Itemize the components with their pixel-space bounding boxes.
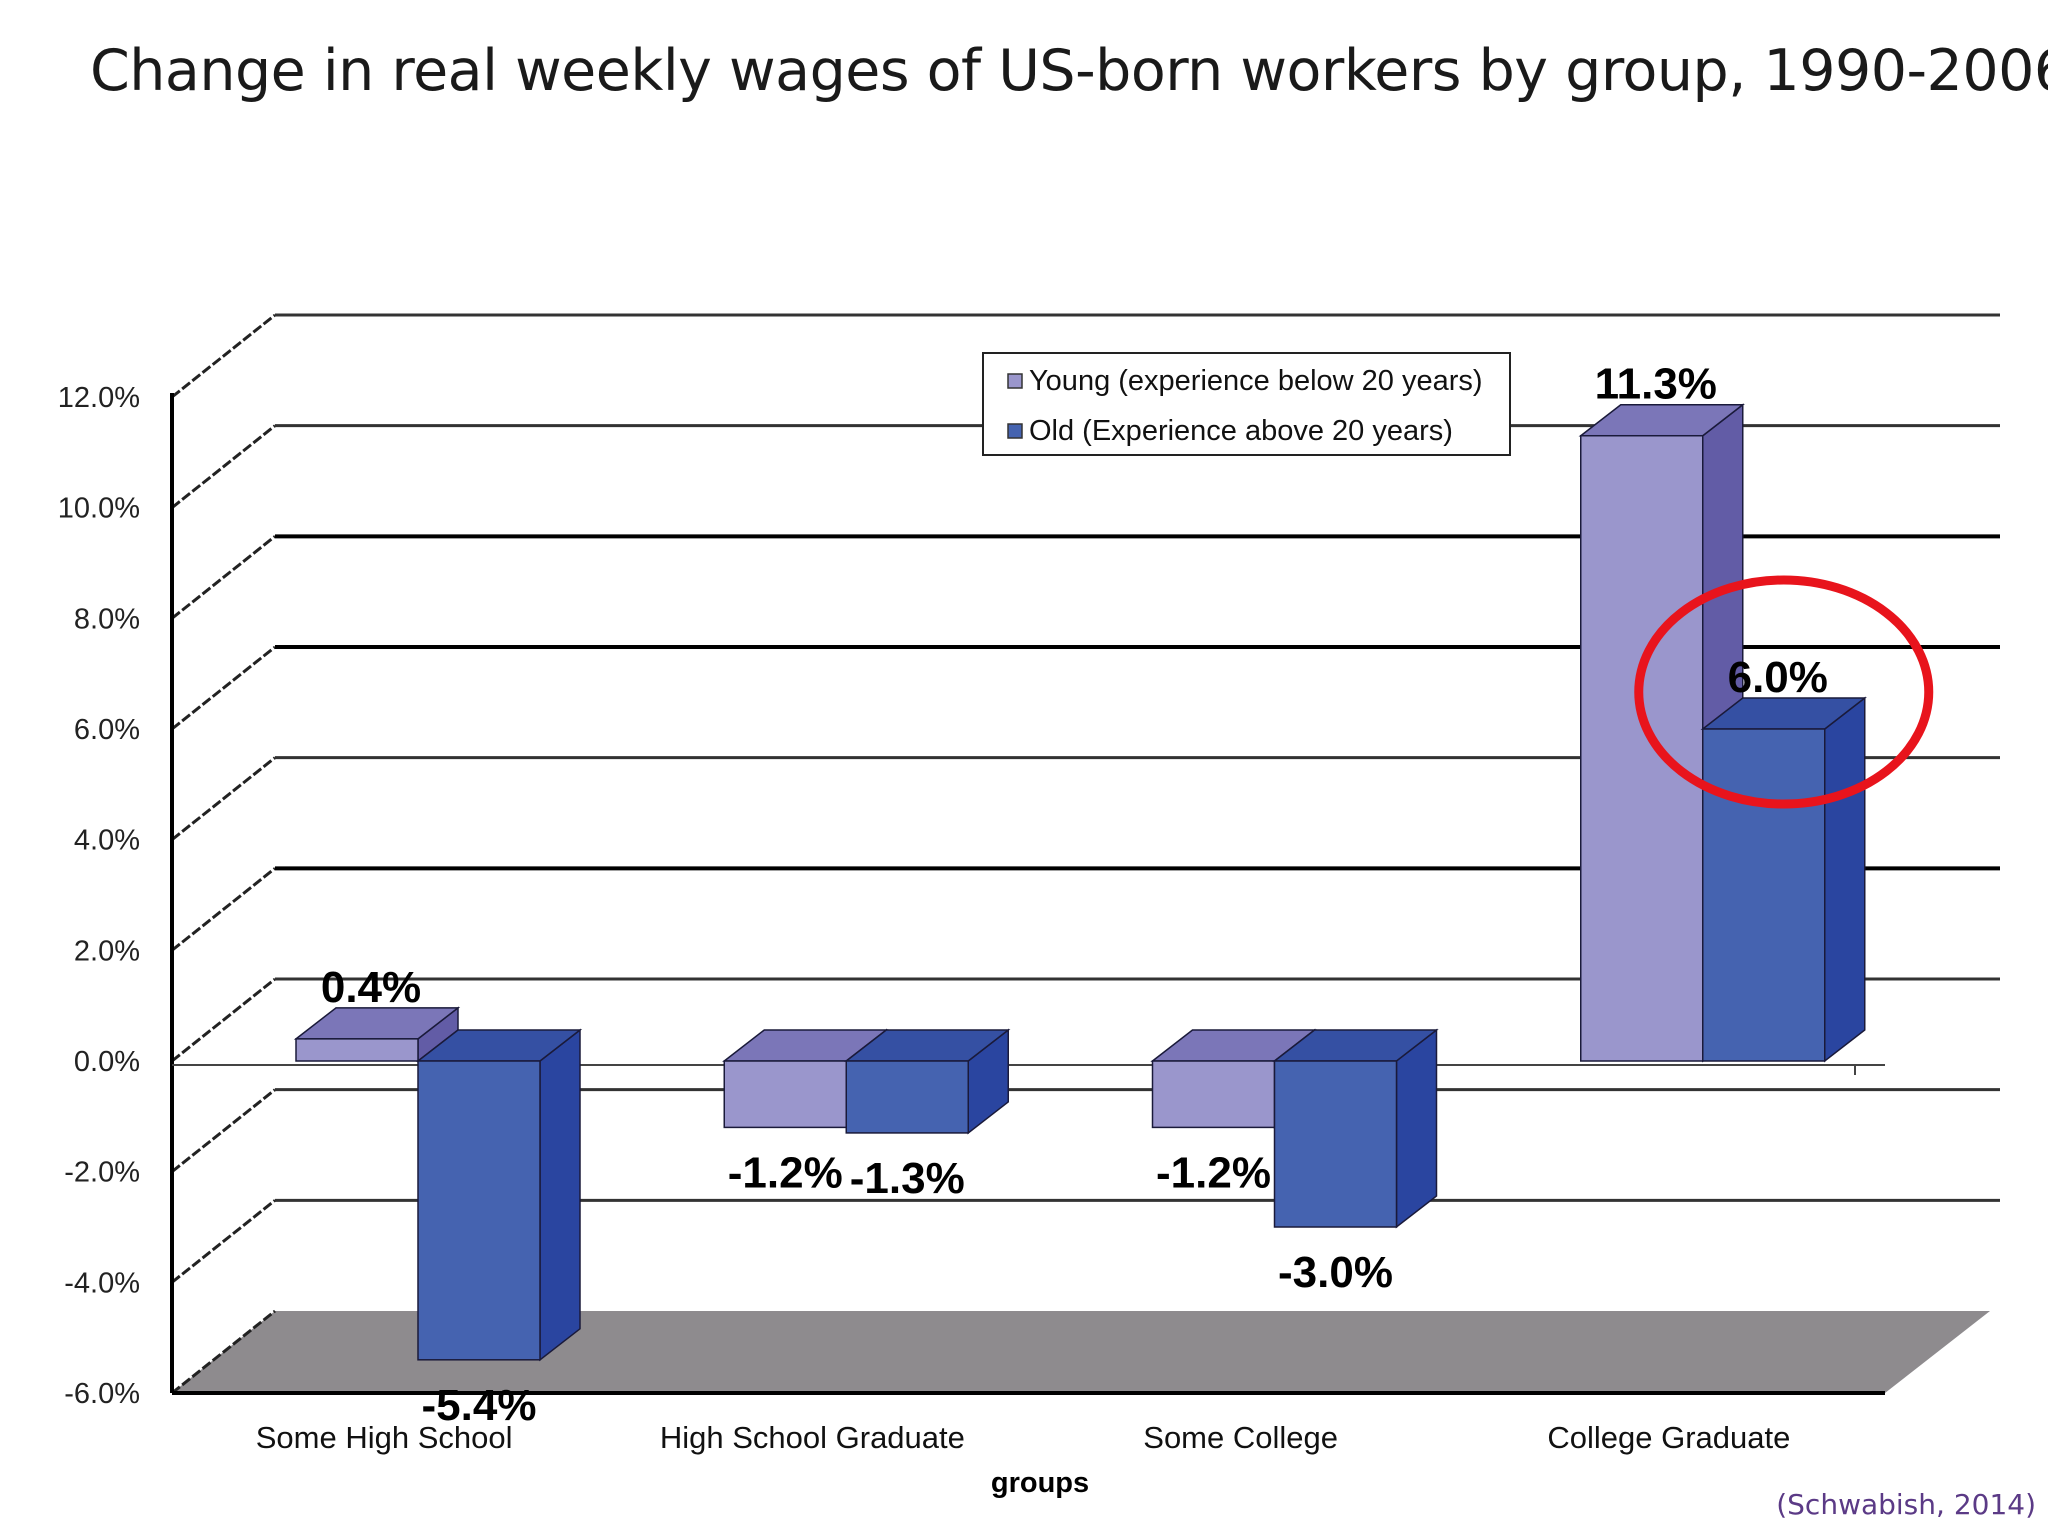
legend-box	[982, 352, 1511, 456]
gridline-side	[171, 535, 276, 620]
y-tick-label: -2.0%	[64, 1157, 140, 1189]
gridline-side	[171, 1088, 276, 1173]
highlight-ellipse	[1634, 575, 1934, 809]
bars	[293, 403, 1867, 1362]
highlight-layer	[1634, 575, 1934, 809]
bar	[1580, 434, 1704, 1062]
y-tick-label: 10.0%	[58, 493, 140, 525]
source-citation: (Schwabish, 2014)	[1776, 1488, 2036, 1521]
bar	[1273, 1060, 1398, 1228]
gridline-side	[171, 867, 276, 952]
x-category-label: Some College	[1143, 1420, 1338, 1455]
y-tick-label: 12.0%	[58, 382, 140, 414]
gridline-side	[171, 1309, 276, 1395]
y-tick-label: 0.0%	[74, 1046, 140, 1078]
data-label: -1.2%	[728, 1148, 843, 1197]
bar	[845, 1060, 969, 1134]
x-category-label: High School Graduate	[660, 1420, 965, 1455]
data-label: -1.2%	[1156, 1148, 1271, 1197]
data-label: 0.4%	[321, 963, 421, 1012]
y-tick-label: 8.0%	[74, 603, 140, 635]
data-label: 6.0%	[1728, 653, 1828, 702]
gridline-side	[171, 977, 276, 1063]
y-tick-label: -6.0%	[64, 1378, 140, 1410]
x-category-label: Some High School	[256, 1420, 513, 1455]
x-axis-title: groups	[991, 1467, 1089, 1499]
floor-plane	[172, 1311, 1990, 1393]
legend-label-old: Old (Experience above 20 years)	[1029, 415, 1453, 447]
bar	[723, 1060, 847, 1129]
bar-side	[1824, 696, 1866, 1063]
bar-side	[1395, 1028, 1438, 1229]
y-tick-label: 2.0%	[74, 935, 140, 967]
legend-label-young: Young (experience below 20 years)	[1029, 365, 1483, 397]
gridline-side	[171, 756, 276, 841]
data-label: -1.3%	[850, 1154, 965, 1203]
bar	[1702, 728, 1826, 1062]
bar-side	[539, 1028, 581, 1362]
chart-walls	[171, 313, 276, 1395]
data-label: 11.3%	[1595, 360, 1717, 409]
data-label: -3.0%	[1278, 1248, 1393, 1297]
data-label: -5.4%	[422, 1381, 537, 1430]
gridline-side	[171, 645, 276, 731]
x-axis: Some High School High School Graduate Some…	[172, 1064, 1885, 1455]
x-category-label: College Graduate	[1547, 1420, 1790, 1455]
legend: Young (experience below 20 years) Old (E…	[982, 352, 1511, 456]
gridline-side	[171, 313, 276, 399]
legend-swatch-young	[1007, 373, 1023, 389]
value-labels: 0.4%-5.4%-1.2% -1.3% -1.2%-3.0%11.3%6.0%	[321, 360, 1828, 1430]
gridline-side	[171, 424, 276, 509]
bar	[295, 1038, 419, 1062]
y-tick-label: -4.0%	[64, 1267, 140, 1299]
y-tick-label: 6.0%	[74, 714, 140, 746]
bar	[417, 1060, 541, 1361]
gridline-side	[171, 1199, 276, 1284]
y-axis: 12.0% 10.0% 8.0% 6.0% 4.0% 2.0% 0.0% -2.0% -4.0%…	[58, 382, 174, 1410]
legend-swatch-old	[1007, 423, 1023, 439]
chart-floor	[172, 1311, 1990, 1393]
y-tick-label: 4.0%	[74, 825, 140, 857]
page-title: Change in real weekly wages of US-born w…	[90, 38, 2048, 104]
bar	[1151, 1060, 1276, 1129]
